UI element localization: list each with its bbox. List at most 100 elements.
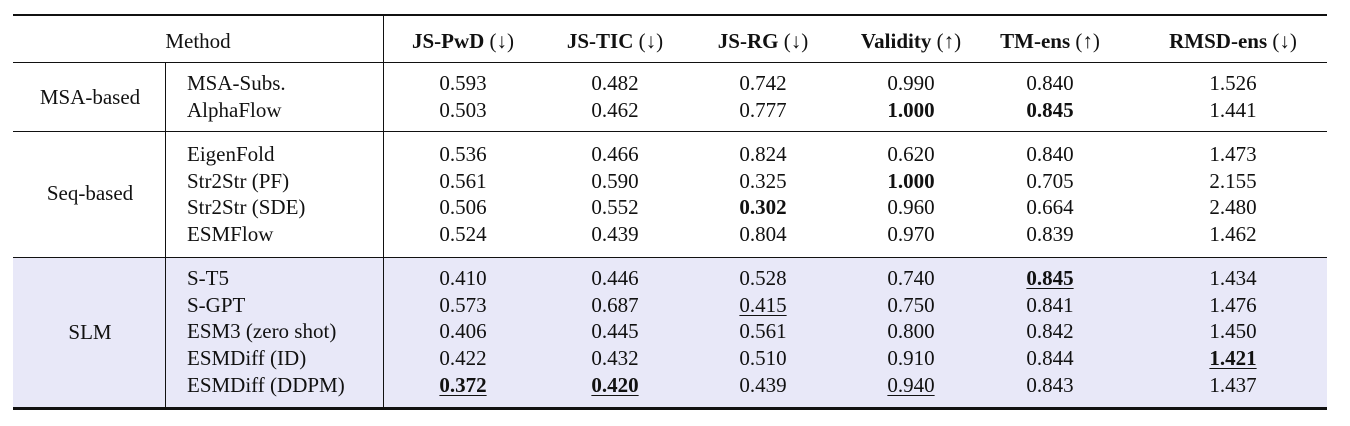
method-name: EigenFold [187, 142, 275, 166]
method-name: ESMDiff (DDPM) [187, 373, 345, 397]
top-rule [13, 14, 1327, 16]
metric-value: 0.561 [739, 319, 787, 343]
metric-value: 0.420 [591, 373, 639, 397]
column-header-tm-ens: TM-ens (↑) [1000, 28, 1100, 54]
metric-value: 0.840 [1026, 71, 1074, 95]
column-header-js-tic: JS-TIC (↓) [567, 28, 663, 54]
metric-value: 1.434 [1209, 266, 1257, 290]
metric-value: 0.503 [439, 98, 487, 122]
column-header-label: JS-TIC [566, 29, 639, 53]
metric-value: 0.422 [439, 346, 487, 370]
metric-value: 0.970 [887, 222, 935, 246]
metric-value: 0.439 [591, 222, 639, 246]
metric-value: 2.155 [1209, 169, 1257, 193]
metric-value: 0.325 [739, 169, 787, 193]
metric-value: 0.824 [739, 142, 787, 166]
metric-value: 0.432 [591, 346, 639, 370]
metric-value: 0.800 [887, 319, 935, 343]
direction-arrow: (↑) [1075, 29, 1100, 53]
metric-value: 0.777 [739, 98, 787, 122]
metric-value: 0.510 [739, 346, 787, 370]
direction-arrow: (↓) [489, 29, 515, 53]
method-header: Method [165, 29, 231, 53]
metric-value: 1.476 [1209, 293, 1257, 317]
method-name: S-GPT [187, 293, 246, 317]
metric-value: 0.506 [439, 195, 487, 219]
header-rule [13, 62, 1327, 63]
metric-value: 0.705 [1026, 169, 1074, 193]
metric-value: 0.462 [591, 98, 639, 122]
metric-value: 0.528 [739, 266, 787, 290]
metric-value: 0.372 [439, 373, 487, 397]
direction-arrow: (↑) [936, 29, 962, 53]
metric-value: 0.664 [1026, 195, 1074, 219]
metric-value: 0.845 [1026, 98, 1074, 122]
column-header-label: JS-PwD [411, 29, 490, 53]
metric-value: 1.450 [1209, 319, 1257, 343]
metric-value: 0.960 [887, 195, 935, 219]
metric-value: 0.410 [439, 266, 487, 290]
metric-value: 1.437 [1209, 373, 1257, 397]
metric-value: 0.561 [439, 169, 487, 193]
metric-value: 0.446 [591, 266, 639, 290]
method-name: ESMDiff (ID) [187, 346, 307, 370]
metric-value: 0.750 [887, 293, 935, 317]
metric-value: 0.406 [439, 319, 487, 343]
metric-value: 1.421 [1209, 346, 1257, 370]
metric-value: 0.593 [439, 71, 487, 95]
metric-value: 0.839 [1026, 222, 1074, 246]
column-header-js-pwd: JS-PwD (↓) [412, 28, 514, 54]
group-rule-1 [13, 131, 1327, 132]
column-header-label: RMSD-ens [1169, 29, 1273, 53]
method-name: S-T5 [187, 266, 229, 290]
group-rule-2 [13, 257, 1327, 258]
metric-value: 0.842 [1026, 319, 1074, 343]
group-label: MSA-based [39, 85, 141, 109]
metric-value: 0.620 [887, 142, 935, 166]
metric-value: 0.910 [887, 346, 935, 370]
direction-arrow: (↓) [783, 29, 809, 53]
metric-value: 1.473 [1209, 142, 1257, 166]
column-header-label: TM-ens [1000, 29, 1076, 53]
method-name: Str2Str (SDE) [187, 195, 306, 219]
metric-value: 0.415 [739, 293, 787, 317]
metric-value: 0.845 [1026, 266, 1074, 290]
metric-value: 0.445 [591, 319, 639, 343]
metric-value: 0.466 [591, 142, 639, 166]
bottom-rule [13, 407, 1327, 410]
group-label: SLM [68, 320, 112, 344]
metric-value: 0.844 [1026, 346, 1074, 370]
method-name: MSA-Subs. [187, 71, 286, 95]
direction-arrow: (↓) [638, 29, 664, 53]
metric-value: 0.482 [591, 71, 639, 95]
metric-value: 0.552 [591, 195, 639, 219]
column-header-label: Validity [860, 29, 937, 53]
metric-value: 0.740 [887, 266, 935, 290]
column-header-validity: Validity (↑) [861, 28, 961, 54]
metric-value: 0.439 [739, 373, 787, 397]
metric-value: 0.990 [887, 71, 935, 95]
column-header-js-rg: JS-RG (↓) [718, 28, 808, 54]
metric-value: 0.302 [739, 195, 787, 219]
column-header-rmsd-ens: RMSD-ens (↓) [1169, 28, 1297, 54]
metric-value: 0.573 [439, 293, 487, 317]
metric-value: 0.524 [439, 222, 487, 246]
slm-shaded-band [13, 258, 1327, 407]
metric-value: 2.480 [1209, 195, 1257, 219]
metric-value: 0.840 [1026, 142, 1074, 166]
metric-value: 0.687 [591, 293, 639, 317]
method-name: ESMFlow [187, 222, 274, 246]
metric-value: 0.843 [1026, 373, 1074, 397]
direction-arrow: (↓) [1272, 29, 1297, 53]
metric-value: 0.536 [439, 142, 487, 166]
metric-value: 0.940 [887, 373, 935, 397]
metric-value: 0.841 [1026, 293, 1074, 317]
group-label: Seq-based [46, 181, 134, 205]
method-divider [383, 15, 384, 408]
metric-value: 1.000 [887, 98, 935, 122]
column-header-label: JS-RG [717, 29, 784, 53]
metric-value: 1.462 [1209, 222, 1257, 246]
method-name: ESM3 (zero shot) [187, 319, 337, 343]
method-name: Str2Str (PF) [187, 169, 290, 193]
metric-value: 0.590 [591, 169, 639, 193]
